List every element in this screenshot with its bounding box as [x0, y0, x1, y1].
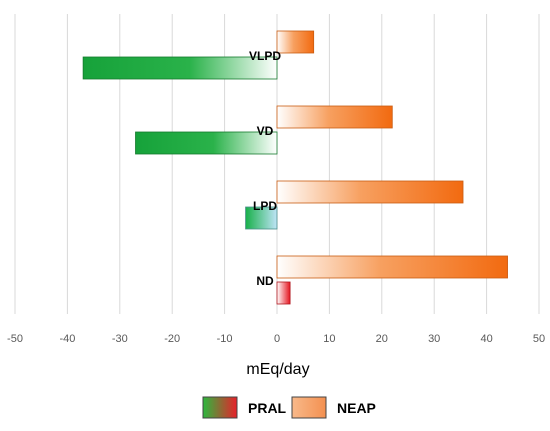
legend-label-neap: NEAP [337, 400, 376, 416]
legend-label-pral: PRAL [248, 400, 287, 416]
bar-pral [276, 281, 291, 305]
category-label: VD [257, 124, 274, 138]
bar-pral [82, 56, 278, 80]
x-axis-label: mEq/day [246, 361, 309, 378]
category-label: VLPD [249, 49, 281, 63]
category-labels: VLPD VD LPD ND [249, 49, 281, 288]
x-tick-label: 20 [376, 333, 388, 345]
x-tick-label: -50 [7, 333, 23, 345]
x-tick-label: -40 [59, 333, 75, 345]
x-tick-label: -10 [217, 333, 233, 345]
bar-pral [135, 131, 278, 155]
x-tick-label: 0 [274, 333, 280, 345]
x-tick-label: -20 [164, 333, 180, 345]
bar-neap [276, 105, 393, 129]
legend: PRAL NEAP [202, 396, 376, 419]
legend-swatch-pral [202, 396, 238, 419]
bar-neap [276, 255, 508, 279]
bar-neap [276, 180, 464, 204]
x-tick-label: -30 [112, 333, 128, 345]
bar-pral [245, 206, 278, 230]
x-tick-label: 10 [323, 333, 335, 345]
x-tick-label: 40 [480, 333, 492, 345]
x-tick-label: 30 [428, 333, 440, 345]
bars [82, 30, 508, 305]
legend-swatch-neap [291, 396, 327, 419]
x-axis-ticks: -50 -40 -30 -20 -10 0 10 20 30 40 50 [7, 333, 545, 345]
bar-neap [276, 30, 315, 54]
category-label: ND [256, 274, 274, 288]
x-tick-label: 50 [533, 333, 545, 345]
category-label: LPD [253, 199, 277, 213]
